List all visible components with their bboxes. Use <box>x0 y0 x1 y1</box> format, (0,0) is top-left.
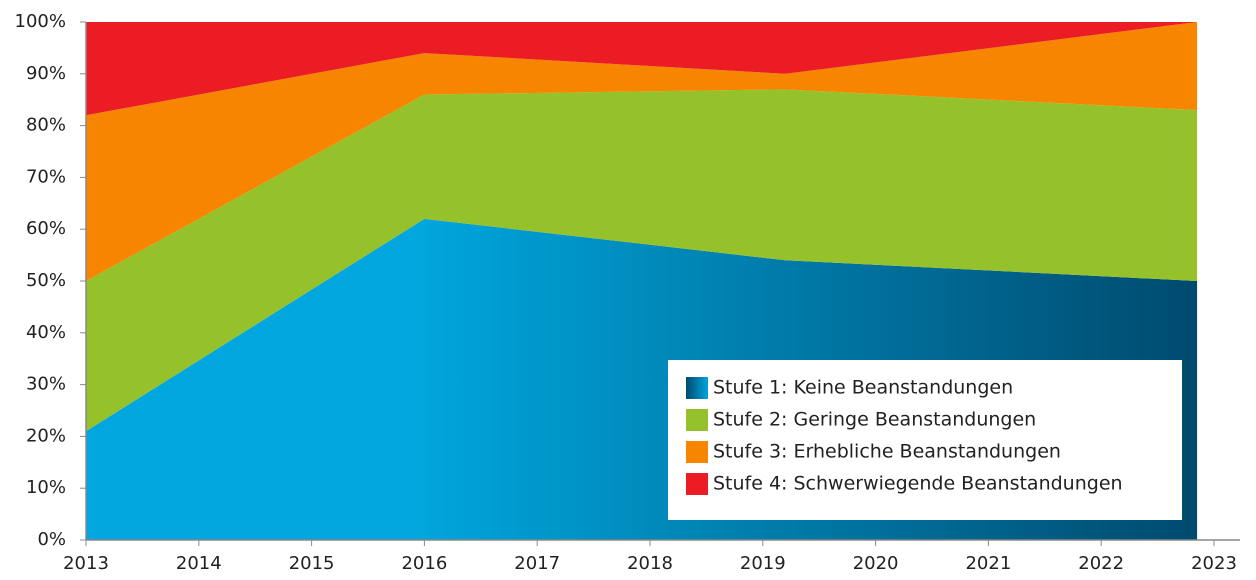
y-tick-label: 60% <box>26 218 66 239</box>
y-tick-label: 0% <box>37 529 66 550</box>
y-tick-label: 70% <box>26 166 66 187</box>
y-tick-label: 40% <box>26 322 66 343</box>
area <box>86 22 1198 281</box>
x-tick-label: 2021 <box>965 553 1011 574</box>
y-tick-label: 10% <box>26 477 66 498</box>
x-tick-label: 2020 <box>853 553 899 574</box>
x-tick-label: 2018 <box>627 553 673 574</box>
x-tick-label: 2016 <box>401 553 447 574</box>
x-tick-label: 2017 <box>514 553 560 574</box>
legend-swatch <box>686 409 708 431</box>
y-tick-label: 100% <box>15 11 66 32</box>
area <box>86 89 1198 432</box>
legend-box <box>668 360 1182 520</box>
x-tick-label: 2014 <box>176 553 222 574</box>
x-tick-label: 2013 <box>63 553 109 574</box>
legend-swatch <box>686 377 708 399</box>
x-tick-label: 2023 <box>1191 553 1237 574</box>
legend-swatch <box>686 473 708 495</box>
legend-label: Stufe 4: Schwerwiegende Beanstandungen <box>713 473 1123 495</box>
y-tick-label: 30% <box>26 374 66 395</box>
legend-label: Stufe 1: Keine Beanstandungen <box>713 377 1013 399</box>
y-tick-label: 80% <box>26 115 66 136</box>
legend-label: Stufe 3: Erhebliche Beanstandungen <box>713 441 1061 463</box>
legend-swatch <box>686 441 708 463</box>
y-tick-label: 20% <box>26 425 66 446</box>
y-tick-label: 90% <box>26 63 66 84</box>
y-tick-label: 50% <box>26 270 66 291</box>
x-tick-label: 2015 <box>289 553 335 574</box>
x-tick-label: 2019 <box>740 553 786 574</box>
x-tick-label: 2022 <box>1078 553 1124 574</box>
legend-label: Stufe 2: Geringe Beanstandungen <box>713 409 1036 431</box>
area <box>86 22 1198 116</box>
